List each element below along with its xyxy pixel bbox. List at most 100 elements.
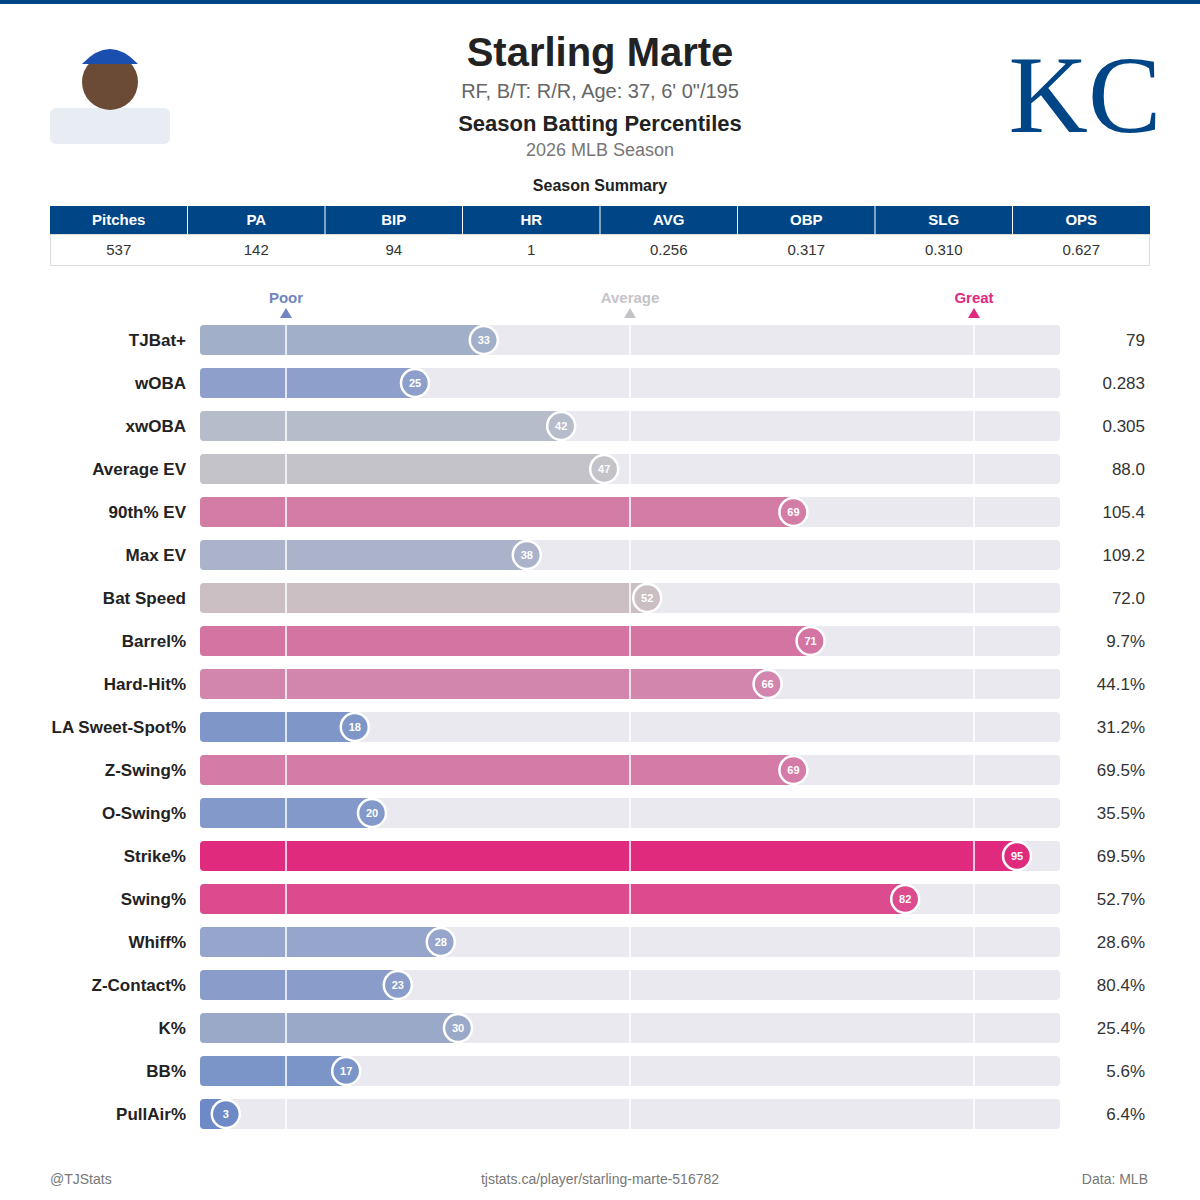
category-label: BB% — [146, 1062, 186, 1081]
grid-line — [285, 798, 287, 828]
bar-track — [200, 411, 1060, 441]
stat-value: 69.5% — [1097, 761, 1145, 780]
data-label: 66 — [761, 678, 773, 690]
stat-value: 44.1% — [1097, 675, 1145, 694]
category-label: Strike% — [124, 847, 186, 866]
data-label: 69 — [787, 506, 799, 518]
stat-value: 105.4 — [1102, 503, 1145, 522]
table-divider — [737, 206, 738, 234]
data-label: 42 — [555, 420, 567, 432]
tick-mark — [624, 308, 636, 318]
grid-line — [973, 927, 975, 957]
bar-track — [200, 583, 1060, 613]
grid-line — [285, 841, 287, 871]
tick-label: Poor — [269, 289, 303, 306]
grid-line — [285, 970, 287, 1000]
grid-line — [629, 970, 631, 1000]
footer-center: tjstats.ca/player/starling-marte-516782 — [481, 1171, 719, 1187]
table-column: OBP — [790, 211, 823, 228]
table-cell: 1 — [527, 241, 535, 258]
top-rule — [0, 0, 1200, 4]
tick-mark — [968, 308, 980, 318]
grid-line — [973, 583, 975, 613]
grid-line — [285, 540, 287, 570]
grid-line — [973, 497, 975, 527]
bar-track — [200, 884, 1060, 914]
stat-value: 109.2 — [1102, 546, 1145, 565]
grid-line — [285, 1056, 287, 1086]
percentile-dot — [513, 541, 541, 569]
percentile-dot — [341, 713, 369, 741]
grid-line — [973, 540, 975, 570]
bar — [200, 755, 793, 785]
bar-track — [200, 497, 1060, 527]
footer-right: Data: MLB — [1082, 1171, 1148, 1187]
category-label: PullAir% — [116, 1105, 186, 1124]
table-cell: 0.627 — [1062, 241, 1100, 258]
grid-line — [629, 927, 631, 957]
category-label: xwOBA — [126, 417, 186, 436]
bars — [200, 325, 1060, 1129]
data-label: 69 — [787, 764, 799, 776]
grid-line — [285, 1099, 287, 1129]
background — [0, 0, 1200, 1200]
percentile-dot — [212, 1100, 240, 1128]
percentile-dot — [779, 498, 807, 526]
data-label: 3 — [223, 1108, 229, 1120]
table-divider — [462, 206, 463, 234]
percentile-dot — [1003, 842, 1031, 870]
table-cell: 0.317 — [787, 241, 825, 258]
table-divider — [1012, 206, 1013, 234]
grid-line — [285, 325, 287, 355]
bar — [200, 497, 793, 527]
category-label: Swing% — [121, 890, 186, 909]
grid-line — [285, 368, 287, 398]
bar-track — [200, 970, 1060, 1000]
bar — [200, 884, 905, 914]
percentile-dot — [547, 412, 575, 440]
bar — [200, 540, 527, 570]
subtitle: RF, B/T: R/R, Age: 37, 6' 0"/195 — [461, 80, 739, 102]
stat-value: 31.2% — [1097, 718, 1145, 737]
percentile-dot — [358, 799, 386, 827]
category-label: Barrel% — [122, 632, 186, 651]
percentile-dot — [444, 1014, 472, 1042]
grid-line — [285, 454, 287, 484]
grid-line — [973, 325, 975, 355]
data-label: 33 — [478, 334, 490, 346]
stat-value: 5.6% — [1106, 1062, 1145, 1081]
category-label: Z-Swing% — [105, 761, 186, 780]
table-column: AVG — [653, 211, 684, 228]
bar — [200, 712, 355, 742]
grid-line — [973, 411, 975, 441]
data-label: 95 — [1011, 850, 1023, 862]
table-divider — [875, 206, 876, 234]
photo-shoulders — [50, 108, 170, 144]
bar — [200, 841, 1017, 871]
table-header — [50, 206, 1150, 234]
table-column: SLG — [928, 211, 959, 228]
title: Starling Marte — [467, 30, 734, 74]
stat-value: 25.4% — [1097, 1019, 1145, 1038]
season: 2026 MLB Season — [526, 140, 674, 160]
stat-value: 0.283 — [1102, 374, 1145, 393]
stat-value: 0.305 — [1102, 417, 1145, 436]
percentile-dot — [891, 885, 919, 913]
grid-line — [629, 454, 631, 484]
grid-line — [285, 755, 287, 785]
category-label: 90th% EV — [109, 503, 187, 522]
table-cell: 0.256 — [650, 241, 688, 258]
percentile-dot — [754, 670, 782, 698]
percentile-dot — [797, 627, 825, 655]
grid-line — [285, 712, 287, 742]
grid-line — [285, 411, 287, 441]
data-label: 52 — [641, 592, 653, 604]
grid-line — [629, 841, 631, 871]
stat-value: 72.0 — [1112, 589, 1145, 608]
category-label: LA Sweet-Spot% — [52, 718, 186, 737]
bar — [200, 970, 398, 1000]
stat-value: 79 — [1126, 331, 1145, 350]
photo-cap — [82, 49, 138, 64]
table-cell: 94 — [385, 241, 402, 258]
data-label: 47 — [598, 463, 610, 475]
